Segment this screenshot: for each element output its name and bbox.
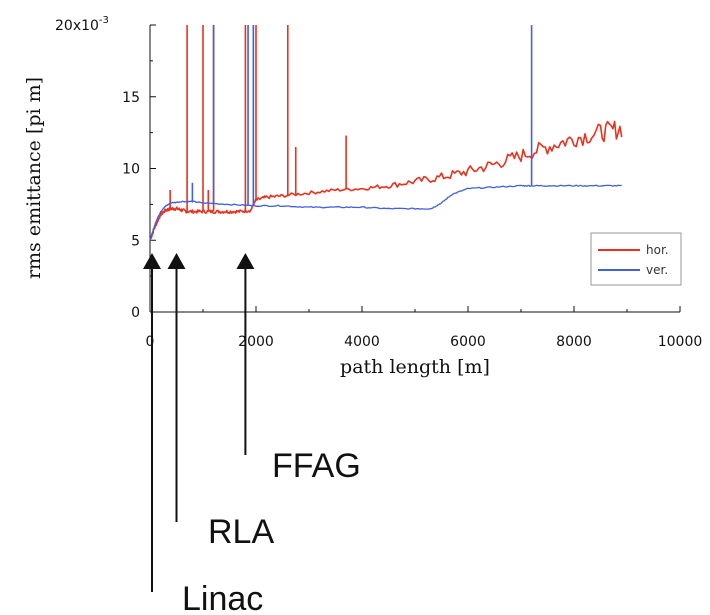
legend: hor. ver.: [590, 232, 682, 286]
x-ticks: 0 2000 4000 6000 8000 10000: [146, 306, 703, 350]
legend-box: [590, 232, 682, 286]
y-tick-label: 10: [122, 162, 140, 178]
y-tick-label: 15: [122, 90, 140, 106]
legend-label: hor.: [646, 243, 669, 257]
series-layer: [149, 25, 623, 241]
y-ticks: 0 5 10 15 20x10-3: [55, 15, 156, 321]
y-tick-label: 0: [131, 305, 140, 321]
annotation-arrow-head: [236, 253, 255, 269]
annotation-label: FFAG: [272, 447, 361, 485]
annotation-arrow-head: [143, 253, 161, 269]
x-axis-title: path length [m]: [340, 356, 490, 378]
series-line-0: [149, 120, 623, 241]
annotation-arrow-head: [167, 253, 186, 269]
annotation-label: Linac: [182, 580, 263, 615]
x-tick-label: 4000: [344, 334, 380, 350]
x-tick-label: 6000: [450, 334, 486, 350]
y-axis-title: rms emittance [pi m]: [23, 77, 45, 279]
x-tick-label: 2000: [238, 334, 274, 350]
x-tick-label: 8000: [556, 334, 592, 350]
annotations: Linac RLA FFAG: [143, 253, 361, 615]
legend-label: ver.: [646, 263, 668, 277]
y-tick-label: 5: [131, 233, 140, 249]
x-tick-label: 10000: [658, 334, 703, 350]
series-line-1: [149, 184, 622, 241]
x-tick-label: 0: [146, 334, 155, 350]
y-tick-label: 20x10-3: [55, 15, 109, 34]
annotation-label: RLA: [208, 513, 274, 551]
y-exponent: -3: [99, 15, 109, 26]
